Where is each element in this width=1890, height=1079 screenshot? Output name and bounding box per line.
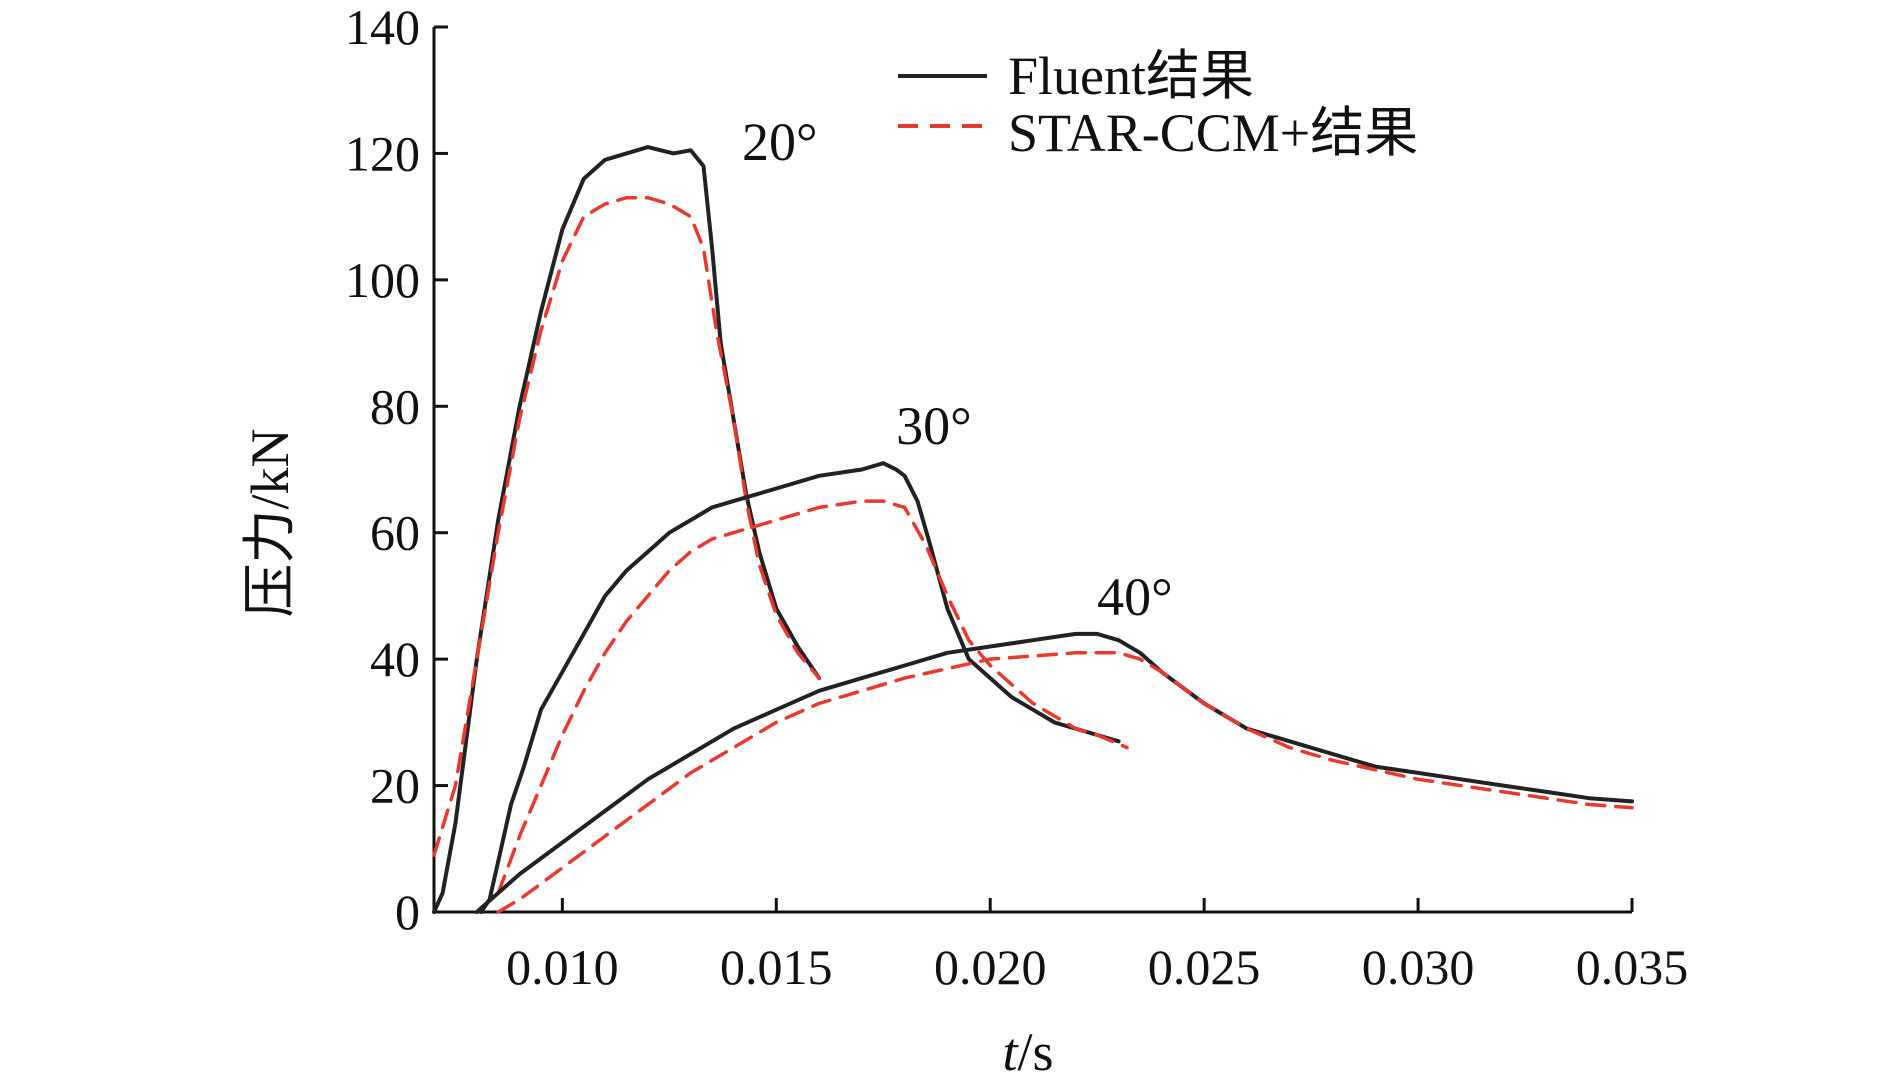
x-tick-label: 0.020 (934, 939, 1047, 995)
angle-annotation: 30° (896, 396, 972, 456)
y-tick-label: 60 (370, 505, 420, 561)
x-tick-label: 0.010 (506, 939, 619, 995)
annotation-layer: 20° 30° 40° (742, 112, 1173, 627)
y-tick-label: 100 (345, 252, 420, 308)
angle-annotation: 40° (1097, 567, 1173, 627)
legend: Fluent结果 STAR-CCM+结果 (898, 46, 1418, 163)
series-layer (432, 145, 1634, 914)
x-tick-label: 0.015 (720, 939, 833, 995)
y-tick-label: 0 (395, 884, 420, 940)
x-tick-label: 0.030 (1362, 939, 1475, 995)
x-axis-label-italic: t (1002, 1022, 1019, 1079)
y-tick-label: 40 (370, 631, 420, 687)
x-tick-label: 0.035 (1576, 939, 1689, 995)
axes-layer: 0 20 40 60 80 100 120 140 0.010 0.015 0.020 0.025 0.… (345, 0, 1688, 995)
series-fluent-30deg (479, 461, 1121, 914)
series-starccm-40deg (496, 651, 1634, 914)
series-starccm-20deg (432, 195, 821, 857)
x-axis-label: t/s (1002, 1022, 1053, 1079)
y-tick-label: 20 (370, 758, 420, 814)
y-tick-label: 140 (345, 0, 420, 55)
x-axis-label-unit: /s (1017, 1022, 1053, 1079)
angle-annotation: 20° (742, 112, 818, 172)
legend-label-fluent: Fluent结果 (1008, 46, 1254, 106)
y-tick-label: 120 (345, 125, 420, 181)
y-axis-label: 压力/kN (240, 429, 300, 618)
series-starccm-30deg (496, 499, 1129, 895)
series-fluent-40deg (474, 631, 1634, 914)
legend-label-starccm: STAR-CCM+结果 (1008, 103, 1418, 163)
x-tick-label: 0.025 (1148, 939, 1261, 995)
y-tick-label: 80 (370, 378, 420, 434)
series-fluent-20deg (432, 145, 822, 914)
